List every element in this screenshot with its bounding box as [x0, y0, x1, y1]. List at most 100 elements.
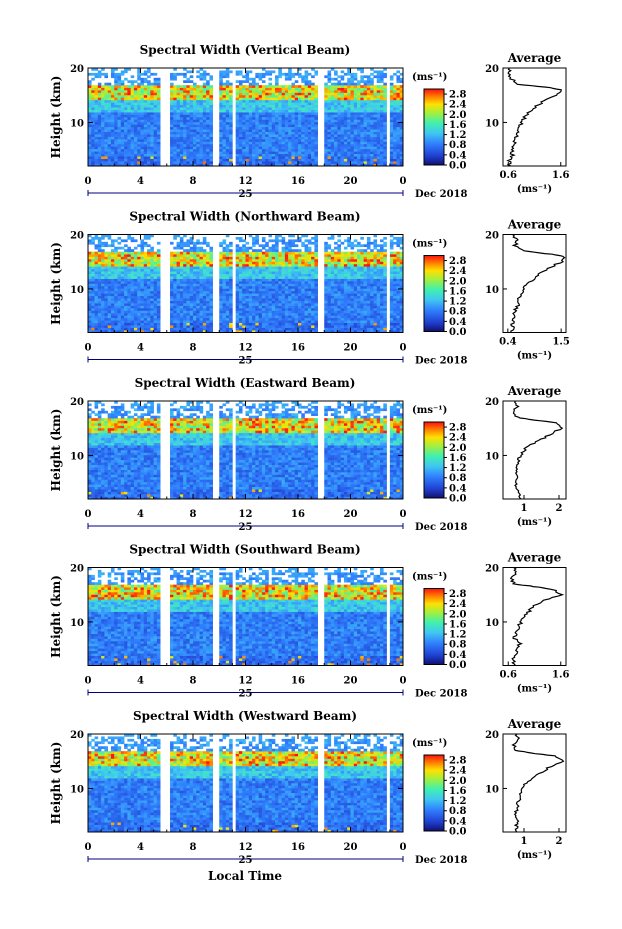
heatmap-cell	[94, 325, 99, 328]
heatmap-cell	[140, 268, 145, 272]
heatmap-cell	[101, 256, 105, 260]
heatmap-cell	[189, 281, 194, 284]
heatmap-cell	[324, 82, 328, 86]
heatmap-cell	[353, 134, 358, 137]
heatmap-cell	[219, 156, 223, 159]
heatmap-cell	[258, 254, 263, 257]
heatmap-cell	[376, 158, 381, 162]
heatmap-cell	[248, 129, 253, 132]
heatmap-cell	[176, 109, 181, 113]
heatmap-cell	[380, 119, 384, 123]
heatmap-cell	[261, 303, 266, 306]
heatmap-cell	[179, 330, 184, 333]
heatmap-cell	[120, 90, 125, 93]
heatmap-cell	[107, 288, 112, 292]
heatmap-cell	[127, 276, 131, 279]
heatmap-cell	[97, 261, 102, 265]
heatmap-cell	[363, 99, 368, 103]
heatmap-cell	[189, 256, 194, 260]
heatmap-cell	[327, 163, 332, 167]
heatmap-cell	[301, 85, 305, 88]
heatmap-cell	[307, 97, 312, 101]
heatmap-cell	[202, 141, 207, 145]
heatmap-cell	[238, 281, 243, 284]
heatmap-cell	[353, 72, 358, 76]
heatmap-cell	[117, 295, 122, 299]
heatmap-cell	[202, 259, 207, 262]
heatmap-cell	[189, 139, 194, 142]
heatmap-cell	[183, 298, 187, 301]
heatmap-cell	[186, 303, 191, 306]
heatmap-cell	[370, 94, 374, 98]
heatmap-cell	[193, 268, 197, 272]
heatmap-cell	[114, 82, 118, 86]
colorbar-tick-label: 1.2	[449, 130, 466, 141]
heatmap-cell	[373, 148, 378, 152]
heatmap-cell	[242, 136, 246, 140]
heatmap-cell	[248, 317, 253, 321]
heatmap-cell	[150, 295, 154, 299]
heatmap-cell	[275, 136, 279, 140]
heatmap-cell	[104, 273, 108, 277]
heatmap-cell	[294, 90, 299, 93]
heatmap-cell	[130, 109, 135, 113]
heatmap-cell	[140, 72, 145, 76]
heatmap-cell	[94, 285, 99, 289]
heatmap-cell	[255, 322, 259, 326]
heatmap-cell	[140, 102, 145, 106]
heatmap-cell	[156, 278, 161, 282]
panel-2: Spectral Width (Northward Beam)0 4 8 12 16 20…	[49, 210, 570, 367]
heatmap-cell	[170, 161, 174, 164]
heatmap-cell	[189, 295, 194, 299]
heatmap-cell	[176, 330, 181, 333]
heatmap-cell	[150, 117, 154, 120]
heatmap-cell	[225, 104, 230, 108]
heatmap-cell	[101, 119, 105, 123]
heatmap-cell	[156, 114, 161, 118]
heatmap-cell	[366, 80, 371, 83]
heatmap-cell	[196, 161, 200, 164]
heatmap-cell	[281, 146, 286, 150]
heatmap-cell	[229, 143, 233, 147]
heatmap-cell	[199, 261, 204, 265]
heatmap-cell	[91, 85, 95, 88]
heatmap-cell	[153, 151, 158, 155]
heatmap-cell	[242, 94, 246, 98]
heatmap-cell	[357, 87, 361, 91]
heatmap-cell	[94, 129, 99, 132]
heatmap-cell	[140, 124, 145, 128]
heatmap-cell	[334, 117, 338, 120]
heatmap-cell	[186, 259, 191, 262]
heatmap-cell	[202, 271, 207, 274]
heatmap-cell	[94, 268, 99, 272]
heatmap-cell	[196, 121, 200, 125]
heatmap-cell	[242, 107, 246, 110]
heatmap-cell	[324, 141, 328, 145]
heatmap-cell	[288, 87, 292, 91]
heatmap-cell	[298, 85, 302, 88]
heatmap-cell	[94, 94, 99, 98]
heatmap-cell	[245, 131, 250, 135]
heatmap-cell	[88, 276, 92, 279]
heatmap-cell	[284, 148, 289, 152]
heatmap-cell	[88, 254, 92, 257]
heatmap-cell	[304, 161, 309, 164]
heatmap-cell	[104, 104, 108, 108]
heatmap-cell	[189, 254, 194, 257]
heatmap-cell	[143, 70, 148, 74]
heatmap-cell	[94, 283, 99, 287]
heatmap-cell	[357, 109, 361, 113]
heatmap-cell	[117, 317, 122, 321]
heatmap-cell	[229, 156, 233, 159]
heatmap-cell	[278, 134, 282, 137]
heatmap-cell	[225, 124, 230, 128]
heatmap-cell	[222, 92, 227, 96]
heatmap-cell	[275, 156, 279, 159]
heatmap-cell	[301, 146, 305, 150]
heatmap-cell	[91, 315, 95, 319]
heatmap-cell	[143, 295, 148, 299]
heatmap-cell	[88, 129, 92, 132]
heatmap-cell	[242, 134, 246, 137]
heatmap-cell	[176, 163, 181, 167]
